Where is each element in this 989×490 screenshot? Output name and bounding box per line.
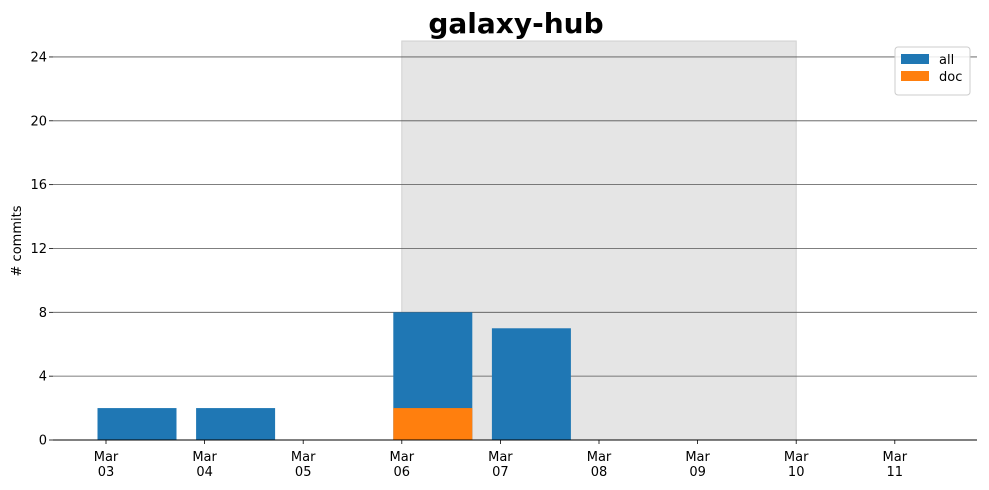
x-tick-label: Mar 11 xyxy=(883,450,908,480)
x-tick-label: Mar 05 xyxy=(291,450,316,480)
chart-title: galaxy-hub xyxy=(428,7,603,40)
y-tick-label: 0 xyxy=(39,434,47,449)
y-axis-label: # commits xyxy=(10,205,25,276)
y-tick-label: 8 xyxy=(39,306,47,321)
legend: all doc xyxy=(894,46,971,96)
y-tick-label: 20 xyxy=(30,114,47,129)
bar-all xyxy=(491,328,571,440)
x-tick-label: Mar 09 xyxy=(685,450,710,480)
bar-doc xyxy=(393,408,473,440)
legend-label-doc: doc xyxy=(939,70,962,85)
y-tick-label: 24 xyxy=(30,50,47,65)
y-tick-label: 16 xyxy=(30,178,47,193)
x-tick-label: Mar 08 xyxy=(587,450,612,480)
x-tick-label: Mar 04 xyxy=(192,450,217,480)
x-tick-label: Mar 07 xyxy=(488,450,513,480)
bar-all xyxy=(196,408,276,440)
x-tick-label: Mar 06 xyxy=(390,450,415,480)
x-tick-label: Mar 03 xyxy=(94,450,119,480)
y-tick-label: 12 xyxy=(30,242,47,257)
y-tick-label: 4 xyxy=(39,370,47,385)
x-tick-label: Mar 10 xyxy=(784,450,809,480)
legend-swatch-doc xyxy=(901,71,929,81)
bar-all xyxy=(97,408,177,440)
legend-swatch-all xyxy=(901,54,929,64)
legend-label-all: all xyxy=(939,53,954,68)
